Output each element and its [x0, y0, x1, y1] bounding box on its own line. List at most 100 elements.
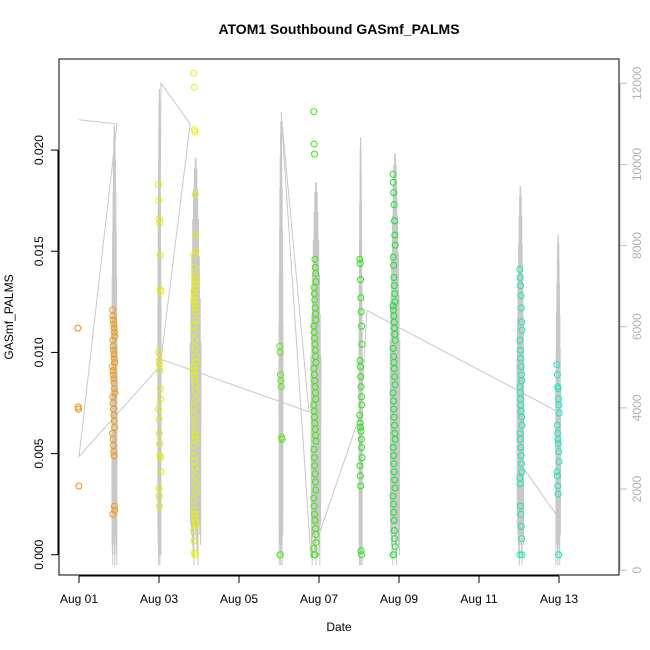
data-point — [276, 348, 284, 356]
data-point — [311, 516, 319, 524]
data-point — [517, 510, 525, 518]
plot-frame — [58, 58, 620, 576]
data-point — [110, 448, 118, 456]
data-point — [555, 401, 563, 409]
data-point — [192, 395, 200, 403]
data-point — [111, 506, 119, 514]
data-point — [190, 363, 198, 371]
data-point — [358, 454, 366, 462]
data-point — [517, 522, 525, 530]
data-point — [555, 551, 563, 559]
data-point — [357, 547, 365, 555]
data-point — [110, 385, 118, 393]
data-point — [156, 440, 164, 447]
data-point — [391, 535, 399, 543]
data-point — [109, 510, 117, 518]
data-point — [110, 328, 118, 336]
data-point — [192, 316, 200, 324]
y-axis-label: GASmf_PALMS — [2, 274, 16, 359]
data-point — [192, 359, 200, 366]
data-point — [191, 272, 199, 279]
data-point — [517, 282, 524, 290]
data-point — [311, 255, 319, 263]
altitude-spike — [555, 234, 562, 566]
data-point — [156, 502, 163, 510]
data-point — [191, 336, 199, 344]
data-point — [192, 284, 200, 292]
altitude-layer — [78, 81, 562, 566]
data-point — [518, 377, 526, 385]
altitude-spike — [157, 88, 162, 566]
data-point — [110, 324, 118, 332]
data-point — [518, 326, 526, 334]
data-point — [356, 255, 364, 263]
data-point — [110, 350, 118, 358]
data-point — [110, 375, 118, 383]
data-point — [109, 363, 117, 371]
data-point — [111, 332, 119, 340]
data-point — [553, 472, 561, 480]
data-point — [109, 316, 117, 324]
data-point — [110, 320, 118, 328]
data-point — [312, 395, 320, 403]
data-point — [390, 282, 398, 290]
data-point — [518, 535, 526, 543]
data-point — [190, 506, 198, 514]
data-point — [311, 462, 319, 470]
data-point — [191, 304, 199, 312]
data-point — [358, 401, 366, 409]
x-tick-label: Aug 05 — [220, 592, 258, 606]
data-point — [311, 150, 318, 158]
data-point — [192, 480, 200, 488]
data-point — [554, 440, 562, 447]
data-point — [157, 468, 165, 476]
data-point — [553, 361, 561, 369]
data-point — [312, 486, 320, 494]
data-point — [356, 259, 364, 267]
data-point — [516, 274, 524, 281]
data-point — [518, 318, 526, 326]
data-point — [190, 537, 198, 545]
data-point — [310, 502, 318, 510]
data-point — [554, 490, 562, 498]
data-point — [518, 460, 525, 468]
data-point — [190, 83, 198, 91]
data-point — [192, 520, 200, 528]
data-point — [517, 444, 525, 451]
secondary-y-tick-label: 8000 — [630, 232, 644, 259]
data-point — [553, 371, 561, 379]
x-tick-label: Aug 11 — [460, 592, 497, 606]
data-point — [357, 482, 365, 490]
data-point — [155, 357, 163, 364]
data-point — [191, 191, 199, 199]
data-point — [311, 470, 319, 478]
y-axis: 0.000 0.005 0.010 0.015 0.020 — [32, 135, 59, 570]
data-point — [312, 316, 320, 324]
data-point — [389, 302, 397, 310]
data-point — [312, 478, 319, 486]
altitude-spike — [278, 121, 284, 566]
altitude-spike — [310, 181, 322, 566]
x-tick-label: Aug 07 — [300, 592, 338, 606]
data-point — [190, 328, 198, 336]
x-tick-label: Aug 01 — [60, 592, 98, 606]
data-point — [155, 492, 163, 500]
data-point — [110, 355, 118, 362]
data-point — [517, 355, 525, 362]
data-point — [155, 197, 163, 205]
data-point — [155, 415, 163, 423]
data-point — [157, 288, 165, 296]
data-point — [111, 359, 119, 366]
data-point — [357, 276, 364, 284]
data-point — [390, 460, 398, 468]
data-point — [358, 322, 366, 330]
data-point — [389, 253, 397, 261]
data-point — [312, 359, 320, 366]
data-point — [389, 397, 397, 405]
data-point — [390, 508, 398, 516]
data-point — [312, 278, 320, 286]
data-point — [391, 527, 398, 534]
data-point — [155, 405, 163, 413]
data-point — [312, 270, 320, 277]
data-point — [191, 551, 199, 559]
